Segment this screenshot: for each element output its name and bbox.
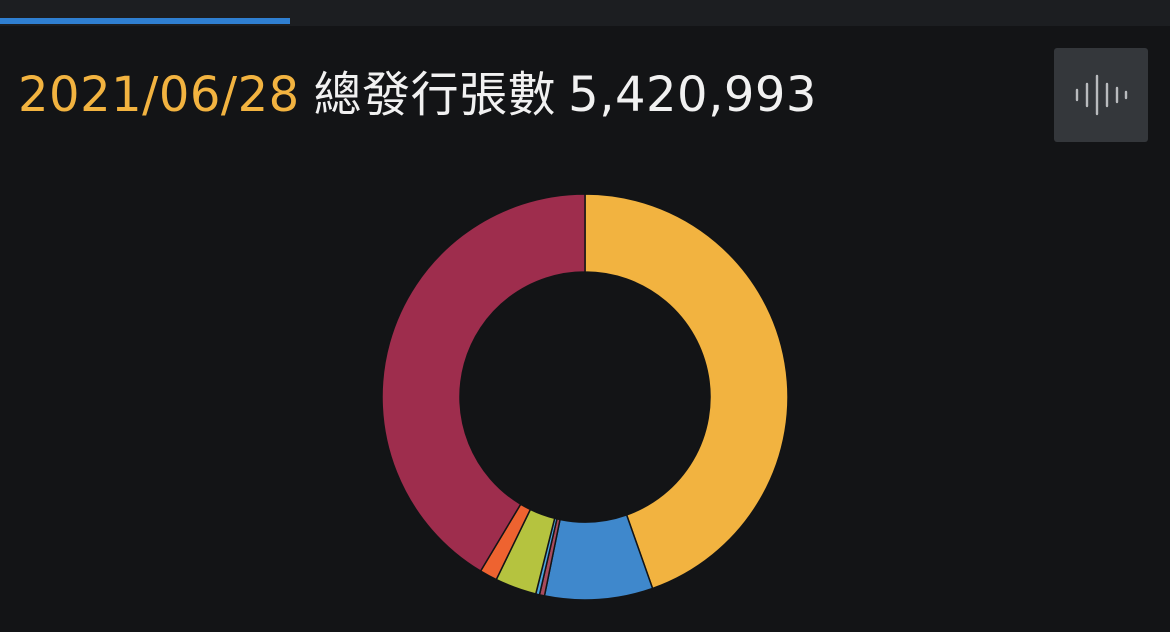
tab-bar (0, 0, 1170, 26)
headline-date: 2021/06/28 (18, 67, 300, 123)
tab-1[interactable] (0, 0, 290, 18)
audio-waveform-icon (1075, 74, 1128, 116)
donut-slice-6[interactable] (479, 503, 532, 581)
tab-4[interactable] (870, 0, 1170, 18)
donut-slice-1[interactable] (584, 193, 789, 590)
donut-slice-2[interactable] (543, 513, 654, 601)
active-tab-indicator (0, 18, 290, 24)
tab-2[interactable] (290, 0, 580, 18)
tab-3[interactable] (580, 0, 870, 18)
donut-slice-4[interactable] (534, 517, 558, 596)
headline-label: 總發行張數 (313, 67, 557, 123)
headline-value: 5,420,993 (568, 67, 817, 123)
donut-slice-7[interactable] (381, 193, 586, 573)
donut-slice-3[interactable] (538, 517, 561, 597)
audio-button[interactable] (1054, 48, 1148, 142)
headline: 2021/06/28 總發行張數 5,420,993 (18, 62, 817, 128)
donut-slice-5[interactable] (495, 508, 556, 595)
